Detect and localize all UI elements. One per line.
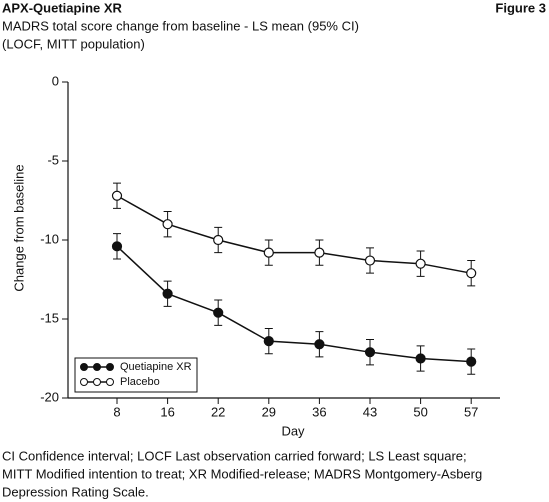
x-tick-label: 57 — [464, 404, 478, 419]
legend-marker — [93, 378, 101, 386]
x-tick-label: 50 — [413, 404, 427, 419]
x-axis-label: Day — [281, 423, 305, 438]
marker — [213, 307, 224, 318]
legend-marker — [80, 363, 88, 371]
subtitle: (LOCF, MITT population) — [2, 36, 145, 51]
y-tick-label: 0 — [52, 73, 59, 88]
footnote: Depression Rating Scale. — [2, 484, 149, 499]
legend-marker — [93, 363, 101, 371]
legend-marker — [106, 363, 114, 371]
x-tick-label: 29 — [262, 404, 276, 419]
marker — [162, 288, 173, 299]
y-tick-label: -20 — [40, 389, 59, 404]
series-line — [116, 245, 472, 363]
subtitle: MADRS total score change from baseline -… — [2, 18, 359, 33]
marker — [466, 356, 477, 367]
chart-title: APX-Quetiapine XR — [2, 0, 123, 15]
legend-marker — [80, 378, 88, 386]
x-tick-label: 43 — [363, 404, 377, 419]
marker — [364, 347, 376, 358]
legend-marker — [106, 378, 114, 386]
x-tick-label: 36 — [312, 404, 326, 419]
marker — [111, 190, 123, 201]
legend-label: Placebo — [120, 376, 160, 388]
marker — [415, 353, 426, 364]
marker — [213, 234, 224, 246]
marker — [314, 339, 325, 350]
marker — [263, 336, 274, 347]
footnote: CI Confidence interval; LOCF Last observ… — [2, 448, 467, 463]
footnote: MITT Modified intention to treat; XR Mod… — [2, 466, 482, 481]
marker — [162, 219, 173, 230]
legend-label: Quetiapine XR — [120, 361, 192, 373]
marker — [314, 247, 325, 258]
y-tick-label: -5 — [47, 152, 59, 167]
marker — [263, 247, 274, 258]
y-tick-label: -15 — [40, 310, 59, 325]
figure-label: Figure 3 — [495, 0, 546, 15]
marker — [364, 255, 376, 266]
marker — [111, 241, 123, 252]
marker — [415, 258, 426, 269]
y-tick-label: -10 — [40, 231, 59, 246]
x-tick-label: 22 — [211, 404, 225, 419]
y-axis-label: Change from baseline — [11, 164, 26, 291]
series-line — [116, 195, 472, 274]
marker — [466, 268, 477, 279]
x-tick-label: 16 — [160, 404, 174, 419]
x-tick-label: 8 — [113, 404, 120, 419]
